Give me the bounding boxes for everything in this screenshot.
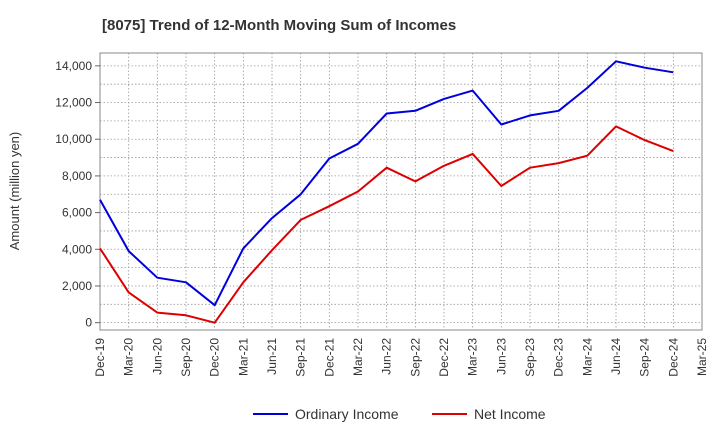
series-lines	[99, 60, 674, 324]
chart-title: [8075] Trend of 12-Month Moving Sum of I…	[102, 17, 456, 34]
x-tick-label: Mar-23	[466, 338, 480, 376]
x-tick-label: Jun-21	[265, 338, 279, 375]
series-line-net-income	[99, 125, 674, 324]
y-tick-label: 0	[85, 316, 92, 330]
legend-label-net-income: Net Income	[474, 406, 546, 422]
x-tick-label: Mar-22	[351, 338, 365, 376]
x-tick-label: Jun-20	[150, 338, 164, 375]
plot-frame	[99, 52, 703, 331]
x-tick-label: Mar-21	[236, 338, 250, 376]
x-tick-label: Sep-21	[294, 338, 308, 377]
legend-label-ordinary-income: Ordinary Income	[295, 406, 399, 422]
x-tick-label: Mar-25	[695, 338, 709, 376]
x-tick-label: Sep-20	[179, 338, 193, 377]
x-tick-label: Jun-24	[609, 338, 623, 375]
x-tick-label: Sep-23	[523, 338, 537, 377]
y-tick-label: 6,000	[62, 206, 92, 220]
y-axis-label: Amount (million yen)	[7, 132, 22, 251]
y-tick-label: 8,000	[62, 169, 92, 183]
x-tick-label: Dec-23	[552, 338, 566, 377]
y-tick-label: 10,000	[55, 132, 92, 146]
x-tick-label: Dec-22	[437, 338, 451, 377]
x-tick-label: Mar-20	[122, 338, 136, 376]
x-tick-label: Jun-22	[380, 338, 394, 375]
x-tick-label: Dec-20	[208, 338, 222, 377]
x-tick-label: Sep-22	[408, 338, 422, 377]
grid-lines	[99, 53, 703, 330]
y-tick-label: 14,000	[55, 59, 92, 73]
y-tick-label: 2,000	[62, 279, 92, 293]
x-tick-label: Dec-19	[93, 338, 107, 377]
x-tick-label: Mar-24	[580, 338, 594, 376]
x-tick-label: Sep-24	[638, 338, 652, 377]
axis-ticks: Dec-19 Mar-20 Jun-20 Sep-20 Dec-20 Mar-21 Jun-…	[55, 59, 709, 377]
x-tick-label: Dec-21	[322, 338, 336, 377]
y-tick-label: 4,000	[62, 242, 92, 256]
y-tick-label: 12,000	[55, 96, 92, 110]
x-tick-label: Dec-24	[666, 338, 680, 377]
series-line-ordinary-income	[99, 60, 674, 307]
x-tick-label: Jun-23	[494, 338, 508, 375]
legend: Ordinary Income Net Income	[253, 406, 546, 422]
